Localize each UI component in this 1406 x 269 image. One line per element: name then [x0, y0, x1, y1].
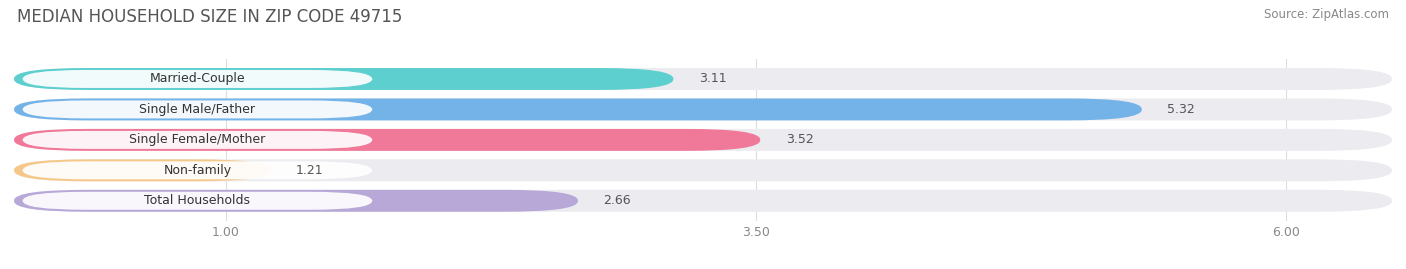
Text: MEDIAN HOUSEHOLD SIZE IN ZIP CODE 49715: MEDIAN HOUSEHOLD SIZE IN ZIP CODE 49715: [17, 8, 402, 26]
FancyBboxPatch shape: [14, 129, 1392, 151]
Text: Non-family: Non-family: [163, 164, 232, 177]
FancyBboxPatch shape: [14, 98, 1392, 121]
FancyBboxPatch shape: [14, 190, 578, 212]
FancyBboxPatch shape: [22, 131, 373, 149]
FancyBboxPatch shape: [14, 190, 1392, 212]
FancyBboxPatch shape: [22, 161, 373, 179]
FancyBboxPatch shape: [14, 129, 761, 151]
FancyBboxPatch shape: [22, 192, 373, 210]
Text: Single Male/Father: Single Male/Father: [139, 103, 256, 116]
Text: 2.66: 2.66: [603, 194, 631, 207]
Text: 3.52: 3.52: [786, 133, 814, 146]
Text: 3.11: 3.11: [699, 72, 727, 86]
Text: 5.32: 5.32: [1167, 103, 1195, 116]
FancyBboxPatch shape: [22, 70, 373, 88]
Text: Total Households: Total Households: [145, 194, 250, 207]
Text: Married-Couple: Married-Couple: [149, 72, 245, 86]
FancyBboxPatch shape: [22, 100, 373, 118]
Text: Source: ZipAtlas.com: Source: ZipAtlas.com: [1264, 8, 1389, 21]
Text: 1.21: 1.21: [297, 164, 323, 177]
FancyBboxPatch shape: [14, 159, 1392, 181]
FancyBboxPatch shape: [14, 98, 1142, 121]
FancyBboxPatch shape: [14, 159, 270, 181]
FancyBboxPatch shape: [14, 68, 673, 90]
FancyBboxPatch shape: [14, 68, 1392, 90]
Text: Single Female/Mother: Single Female/Mother: [129, 133, 266, 146]
